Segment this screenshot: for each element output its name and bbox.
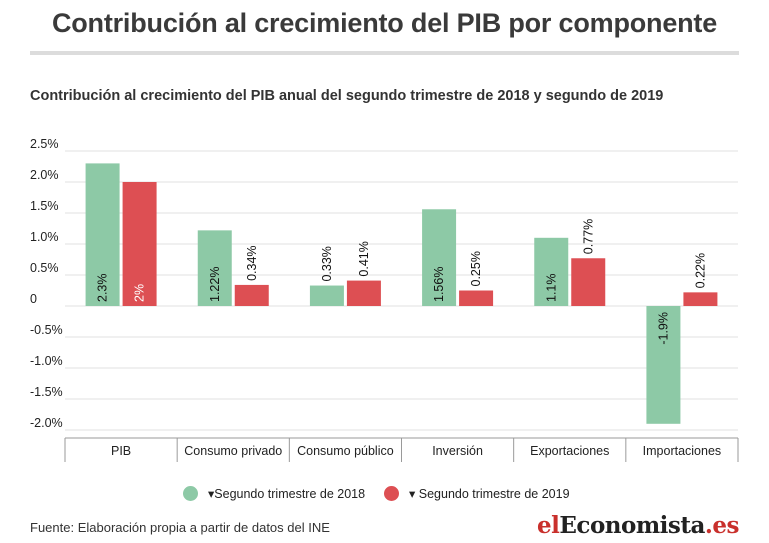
- legend-label-2018: ▾Segundo trimestre de 2018: [208, 487, 366, 501]
- legend-label-2019: ▾ Segundo trimestre de 2019: [409, 487, 570, 501]
- bar: [85, 163, 120, 306]
- logo-main: Economista: [559, 512, 705, 539]
- y-tick-label: 1.5%: [30, 199, 59, 213]
- bar-chart: 2.5% 2.0% 1.5% 1.0% 0.5% 0 -0.5% -1.0% -1.5% -2.0…: [30, 137, 739, 462]
- bar: [459, 290, 494, 306]
- chart-legend: ▾Segundo trimestre de 2018 ▾ Segundo tri…: [0, 486, 769, 506]
- source-note: Fuente: Elaboración propia a partir de d…: [30, 520, 330, 535]
- data-label: 0.33%: [320, 246, 334, 281]
- y-tick-label: -1.5%: [30, 385, 63, 399]
- logo-suffix: .es: [704, 512, 740, 539]
- bar: [534, 237, 569, 306]
- bar: [571, 258, 606, 306]
- y-tick-label: 0: [30, 292, 37, 306]
- x-tick-label: Inversión: [432, 444, 483, 458]
- bar: [646, 306, 681, 424]
- x-tick-label: Exportaciones: [530, 444, 609, 458]
- legend-item-2018: ▾Segundo trimestre de 2018: [183, 486, 365, 501]
- legend-item-2019: ▾ Segundo trimestre de 2019: [384, 486, 570, 501]
- data-label: 0.77%: [581, 219, 595, 254]
- data-label: 1.22%: [208, 267, 222, 302]
- data-label: 0.22%: [693, 253, 707, 288]
- bar: [234, 284, 269, 306]
- y-tick-label: 2.0%: [30, 168, 59, 182]
- y-tick-label: -1.0%: [30, 354, 63, 368]
- x-tick-label: Consumo público: [297, 444, 394, 458]
- data-label: 1.56%: [432, 267, 446, 302]
- bar: [122, 182, 157, 306]
- data-label: 1.1%: [544, 274, 558, 303]
- bar: [346, 280, 381, 306]
- y-tick-label: 2.5%: [30, 137, 59, 151]
- legend-swatch-2018: [183, 486, 198, 501]
- y-tick-label: 0.5%: [30, 261, 59, 275]
- bar: [422, 209, 457, 306]
- data-label: -1.9%: [656, 312, 670, 345]
- data-label: 0.34%: [245, 245, 259, 280]
- data-label: 0.41%: [357, 241, 371, 276]
- bar: [683, 292, 718, 306]
- data-label: 2%: [133, 284, 147, 302]
- bar: [309, 285, 344, 306]
- chart-subtitle: Contribución al crecimiento del PIB anua…: [30, 88, 664, 104]
- x-tick-label: PIB: [111, 444, 131, 458]
- legend-swatch-2019: [384, 486, 399, 501]
- y-tick-label: -2.0%: [30, 416, 63, 430]
- bar: [197, 230, 232, 306]
- data-label: 0.25%: [469, 251, 483, 286]
- x-tick-label: Importaciones: [643, 444, 722, 458]
- title-divider: [30, 51, 739, 55]
- logo-prefix: el: [537, 512, 560, 539]
- brand-logo: elEconomista.es: [537, 512, 739, 539]
- x-tick-label: Consumo privado: [184, 444, 282, 458]
- data-label: 2.3%: [96, 274, 110, 303]
- chart-title: Contribución al crecimiento del PIB por …: [51, 8, 718, 38]
- y-tick-label: 1.0%: [30, 230, 59, 244]
- y-tick-label: -0.5%: [30, 323, 63, 337]
